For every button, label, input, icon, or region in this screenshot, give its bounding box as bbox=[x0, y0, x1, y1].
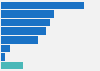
Bar bbox=[1, 53, 5, 61]
Bar bbox=[1, 19, 50, 26]
Bar bbox=[1, 10, 54, 18]
Bar bbox=[1, 45, 10, 52]
Bar bbox=[1, 36, 38, 44]
Bar bbox=[1, 2, 84, 9]
Bar bbox=[1, 27, 46, 35]
Bar bbox=[1, 62, 23, 69]
